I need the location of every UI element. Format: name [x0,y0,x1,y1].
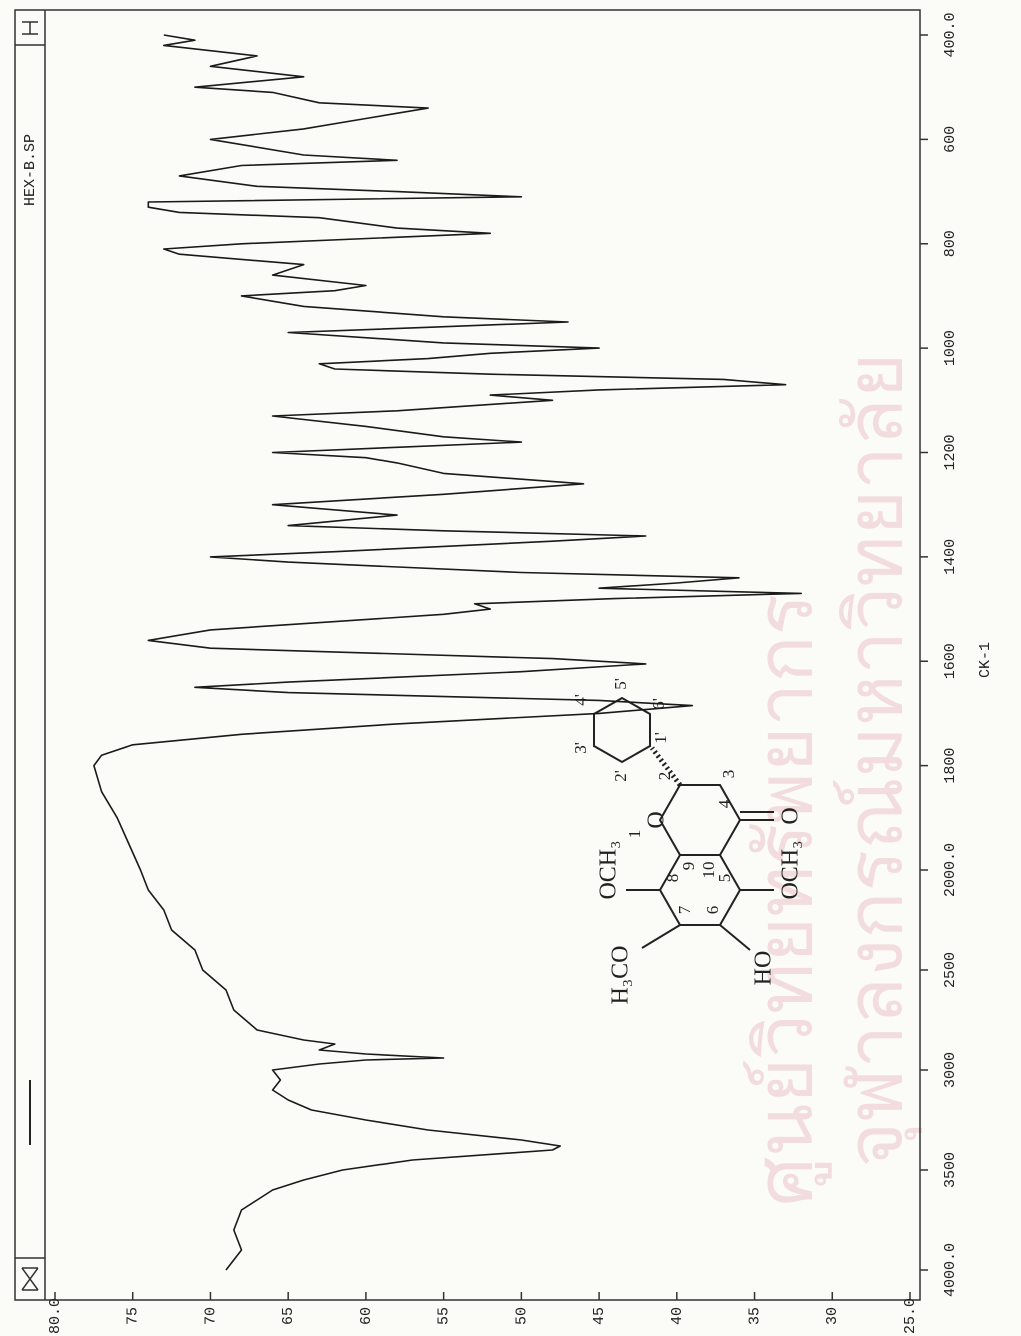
x-tick-label: 1600 [942,643,959,679]
x-tick-label: 1000 [942,330,959,366]
x-tick-label: 1200 [942,434,959,470]
substituent: H₃CO [608,945,634,1004]
y-tick-label: 25.0 [902,1298,919,1334]
atom-number: 5 [715,874,734,883]
carbonyl-oxygen: O [778,807,804,824]
watermark-line: ศูนย์วิทยทรัพยากร [740,594,831,1207]
y-tick-label: 40 [669,1307,686,1325]
plot-frame [14,9,921,1301]
chart-subtitle: CK-1 [977,642,994,678]
y-tick-label: 55 [436,1307,453,1325]
x-tick-label: 1400 [942,539,959,575]
x-tick-label: 3500 [942,1152,959,1188]
atom-number: 7 [675,905,694,914]
spectrum-line [93,34,802,1271]
x-tick-label: 2000.0 [942,843,959,897]
atom-number: 6 [703,906,722,915]
atom-number: 9 [679,862,698,871]
substituent: OCH₃ [778,840,804,899]
atom-number: 5' [611,678,630,690]
atom-number: 3 [719,770,738,779]
x-tick-label: 600 [942,126,959,153]
watermark-line: จุฬาลงกรณ์มหาวิทยาลัย [830,352,922,1167]
x-tick-label: 800 [942,230,959,257]
y-tick-label: 45 [591,1307,608,1325]
atom-number: 10 [699,862,718,879]
x-tick-label: 1800 [942,748,959,784]
chart-title: HEX-B.SP [22,134,39,206]
substituent: HO [751,951,777,986]
structure: H₃CO OCH₃ HO OCH₃ O O 1 2 3 4 5 6 7 8 9 … [571,678,804,1004]
x-tick-label: 400.0 [942,12,959,57]
phenyl-ring [593,696,651,764]
x-tick-label: 3000 [942,1052,959,1088]
atom-number: 2 [655,772,674,781]
atom-number: 1' [651,732,670,744]
bond [719,924,751,951]
atom-number: 4 [715,799,734,808]
y-tick-label: 60 [358,1307,375,1325]
y-tick-label: 50 [513,1307,530,1325]
header-icon [22,21,38,35]
x-tick-label: 2500 [942,952,959,988]
y-tick-label: 70 [202,1307,219,1325]
y-tick-label: 30 [824,1307,841,1325]
x-tick-label: 4000.0 [942,1243,959,1297]
substituent: OCH₃ [596,840,622,899]
y-tick-label: 35 [747,1307,764,1325]
atom-number: 3' [571,742,590,754]
y-tick-label: 65 [280,1307,297,1325]
atom-number: 8 [663,874,682,883]
ring-c [658,784,742,856]
ring-oxygen: O [644,811,670,828]
bond [641,924,681,949]
y-tick-label: 75 [125,1307,142,1325]
atom-number: 1 [625,830,644,839]
atom-number: 2' [611,770,630,782]
y-tick-label: 80.0 [47,1298,64,1334]
header-icon [21,1267,39,1291]
